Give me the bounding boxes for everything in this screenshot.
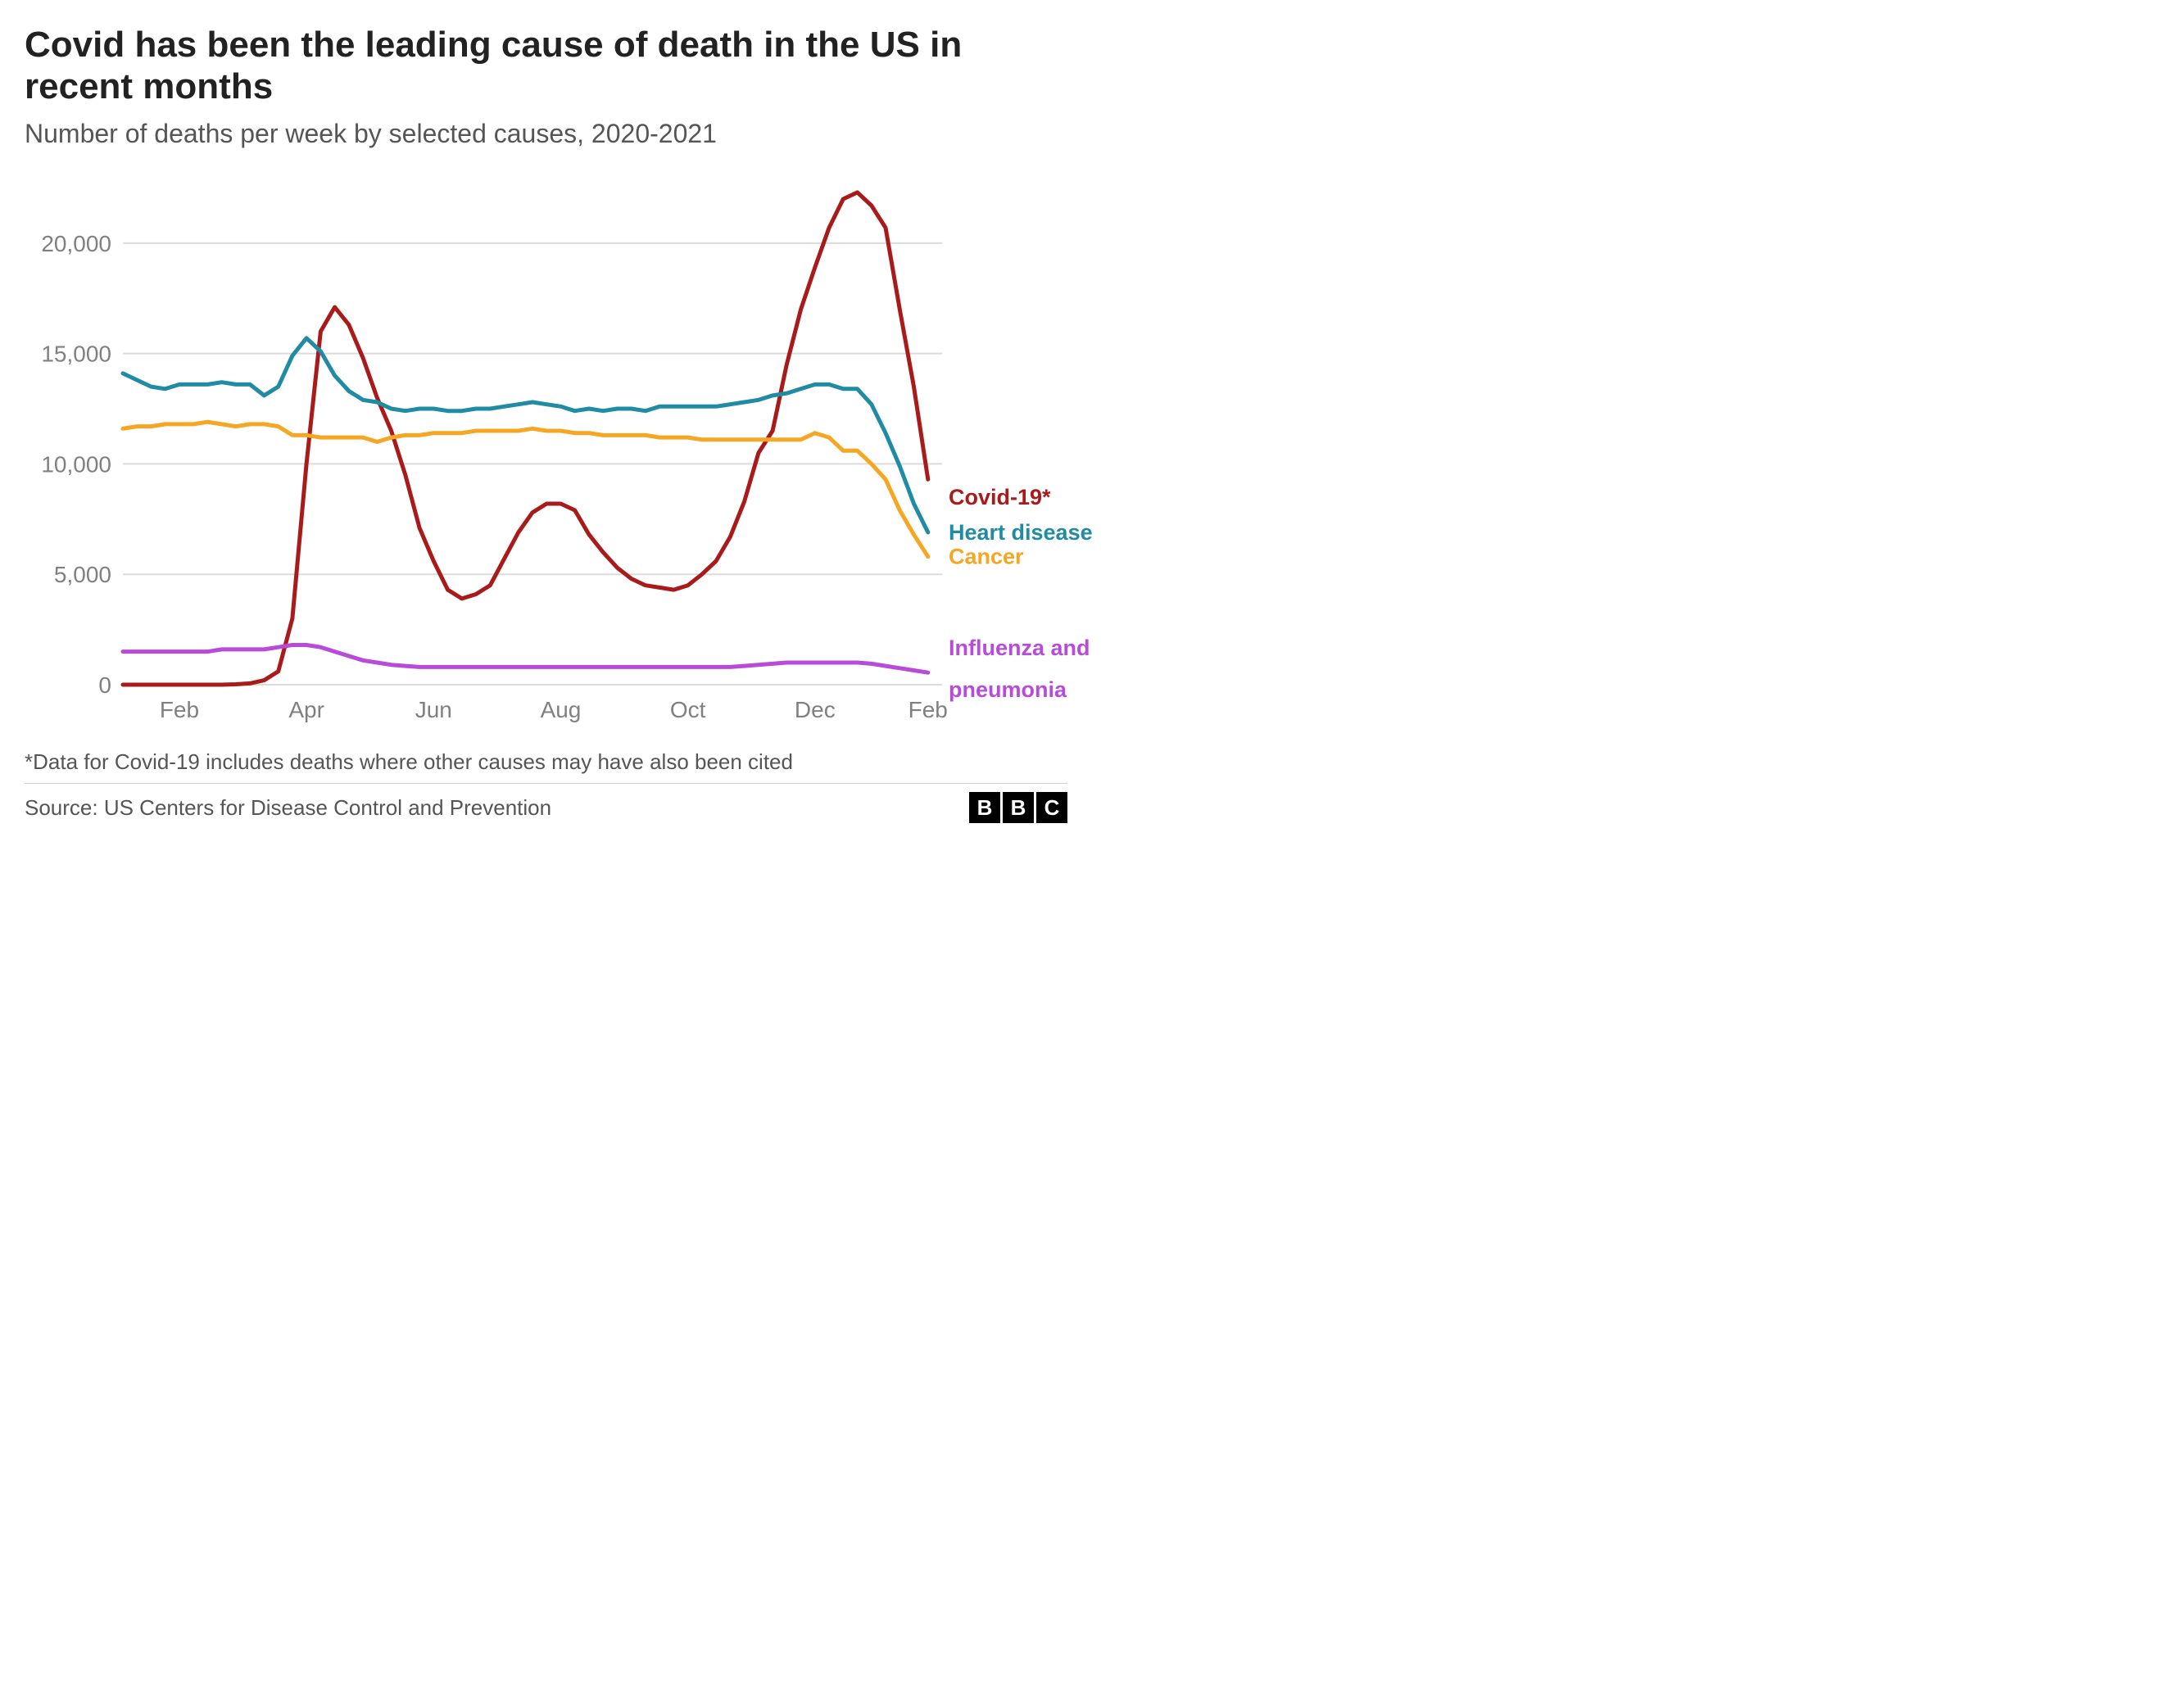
series-label-heart: Heart disease [949, 520, 1093, 545]
chart-title: Covid has been the leading cause of deat… [25, 25, 1067, 107]
bbc-box-2: B [1003, 792, 1034, 823]
series-line-flu [123, 645, 928, 673]
bbc-box-3: C [1036, 792, 1067, 823]
chart-footnote: *Data for Covid-19 includes deaths where… [25, 749, 1067, 775]
y-tick-label: 0 [98, 672, 111, 698]
source-row: Source: US Centers for Disease Control a… [25, 783, 1067, 823]
y-tick-label: 20,000 [41, 231, 111, 256]
y-tick-label: 5,000 [54, 562, 111, 587]
x-tick-label: Feb [908, 697, 948, 722]
chart-container: Covid has been the leading cause of deat… [0, 0, 1092, 839]
x-tick-label: Oct [670, 697, 706, 722]
series-line-cancer [123, 422, 928, 557]
x-tick-label: Jun [415, 697, 452, 722]
series-label-flu-2: pneumonia [949, 677, 1067, 702]
chart-subtitle: Number of deaths per week by selected ca… [25, 119, 1067, 149]
plot-area: 0 5,000 10,000 15,000 20,000 Feb Apr Jun Aug Oct D… [25, 169, 1067, 738]
x-tick-label: Aug [541, 697, 582, 722]
series-label-covid: Covid-19* [949, 485, 1051, 509]
bbc-logo: B B C [969, 792, 1067, 823]
x-tick-label: Dec [795, 697, 836, 722]
source-text: Source: US Centers for Disease Control a… [25, 795, 551, 821]
series-label-cancer: Cancer [949, 545, 1024, 569]
series-label-flu: Influenza and [949, 636, 1090, 660]
y-tick-label: 10,000 [41, 452, 111, 477]
x-tick-label: Apr [288, 697, 324, 722]
line-chart-svg: 0 5,000 10,000 15,000 20,000 Feb Apr Jun Aug Oct D… [25, 169, 1147, 734]
x-tick-label: Feb [160, 697, 199, 722]
bbc-box-1: B [969, 792, 1000, 823]
y-tick-label: 15,000 [41, 342, 111, 367]
